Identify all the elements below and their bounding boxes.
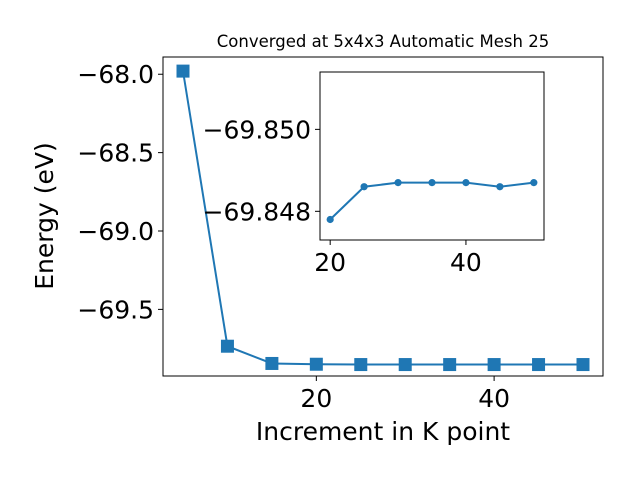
main-data-point bbox=[265, 356, 279, 370]
main-plot-frame bbox=[162, 56, 604, 377]
inset-data-point bbox=[326, 215, 334, 224]
main-x-tick-label: 40 bbox=[478, 384, 510, 413]
inset-y-tick-label: −69.848 bbox=[203, 197, 311, 226]
inset-y-tick-label: −69.850 bbox=[203, 115, 311, 144]
main-data-point bbox=[532, 358, 546, 372]
y-axis-label: Energy (eV) bbox=[30, 142, 59, 289]
main-data-point bbox=[443, 358, 457, 372]
main-data-point bbox=[576, 358, 590, 372]
x-axis-label: Increment in K point bbox=[256, 417, 510, 446]
main-y-tick-label: −69.0 bbox=[77, 217, 154, 246]
inset-data-point bbox=[394, 179, 402, 187]
chart-title: Converged at 5x4x3 Automatic Mesh 25 bbox=[217, 32, 549, 51]
main-data-point bbox=[220, 339, 234, 353]
main-data-point bbox=[487, 358, 501, 372]
inset-data-point bbox=[462, 179, 470, 187]
main-data-point bbox=[176, 64, 190, 78]
inset-data-point bbox=[496, 183, 504, 191]
inset-plot: 20 40 −69.850 −69.848 bbox=[203, 71, 545, 277]
main-data-point bbox=[398, 358, 412, 372]
main-data-point bbox=[354, 358, 368, 372]
inset-plot-frame bbox=[319, 71, 545, 241]
inset-data-point bbox=[428, 179, 436, 187]
inset-background bbox=[320, 72, 544, 240]
inset-x-tick-label: 40 bbox=[450, 248, 482, 277]
main-data-point bbox=[309, 357, 323, 371]
main-y-tick-label: −68.0 bbox=[77, 60, 154, 89]
inset-x-tick-label: 20 bbox=[314, 248, 346, 277]
main-x-tick-label: 20 bbox=[300, 384, 332, 413]
main-y-tick-label: −69.5 bbox=[77, 295, 154, 324]
main-plot: 20 40 −68.0 −68.5 −69.0 −69.5 bbox=[77, 56, 604, 413]
main-y-tick-label: −68.5 bbox=[77, 139, 154, 168]
inset-data-point bbox=[530, 179, 538, 187]
main-series-line bbox=[182, 70, 583, 366]
inset-data-point bbox=[360, 183, 368, 191]
